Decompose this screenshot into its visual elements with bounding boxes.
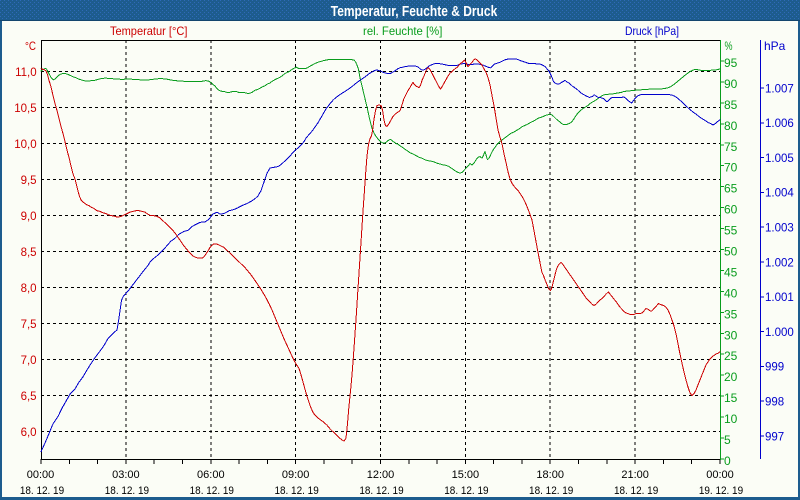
svg-text:9,5: 9,5	[21, 175, 37, 187]
svg-text:0: 0	[724, 454, 731, 468]
svg-text:°C: °C	[25, 39, 36, 53]
svg-text:95: 95	[724, 56, 738, 70]
svg-text:6,0: 6,0	[21, 427, 37, 439]
svg-text:7,0: 7,0	[21, 355, 37, 367]
svg-text:10,0: 10,0	[14, 139, 36, 151]
svg-text:1.002: 1.002	[765, 257, 794, 269]
svg-text:70: 70	[724, 161, 738, 175]
svg-text:1.006: 1.006	[765, 118, 794, 130]
svg-text:Temperatur, Feuchte & Druck: Temperatur, Feuchte & Druck	[331, 3, 498, 20]
svg-text:997: 997	[765, 431, 784, 443]
svg-text:hPa: hPa	[764, 39, 786, 53]
svg-text:9,0: 9,0	[21, 211, 37, 223]
svg-text:1.007: 1.007	[765, 83, 794, 95]
svg-text:18. 12. 19: 18. 12. 19	[190, 485, 234, 497]
svg-text:85: 85	[724, 98, 738, 112]
svg-text:7,5: 7,5	[21, 319, 37, 331]
svg-text:20: 20	[724, 370, 738, 384]
svg-text:8,0: 8,0	[21, 283, 37, 295]
svg-text:00:00: 00:00	[27, 469, 55, 481]
svg-text:6,5: 6,5	[21, 391, 37, 403]
svg-text:80: 80	[724, 119, 738, 133]
svg-text:35: 35	[724, 307, 738, 321]
svg-text:rel. Feuchte [%]: rel. Feuchte [%]	[363, 24, 442, 38]
svg-text:999: 999	[765, 362, 784, 374]
svg-text:65: 65	[724, 182, 738, 196]
svg-text:45: 45	[724, 265, 738, 279]
svg-text:18. 12. 19: 18. 12. 19	[20, 485, 64, 497]
svg-text:25: 25	[724, 349, 738, 363]
svg-text:18. 12. 19: 18. 12. 19	[359, 485, 403, 497]
svg-text:03:00: 03:00	[112, 469, 140, 481]
svg-text:15:00: 15:00	[452, 469, 480, 481]
svg-text:8,5: 8,5	[21, 247, 37, 259]
svg-text:11,0: 11,0	[15, 67, 37, 79]
svg-text:10,5: 10,5	[14, 103, 36, 115]
svg-text:5: 5	[724, 433, 731, 447]
svg-text:1.001: 1.001	[765, 292, 794, 304]
svg-text:18. 12. 19: 18. 12. 19	[105, 485, 149, 497]
svg-text:06:00: 06:00	[197, 469, 225, 481]
svg-text:10: 10	[724, 412, 738, 426]
svg-text:19. 12. 19: 19. 12. 19	[699, 485, 743, 497]
svg-text:1.003: 1.003	[765, 223, 794, 235]
svg-text:18:00: 18:00	[536, 469, 564, 481]
svg-text:18. 12. 19: 18. 12. 19	[529, 485, 573, 497]
svg-text:1.004: 1.004	[765, 188, 794, 200]
svg-text:1.005: 1.005	[765, 153, 794, 165]
svg-text:50: 50	[724, 245, 738, 259]
svg-text:00:00: 00:00	[706, 469, 734, 481]
svg-text:15: 15	[724, 391, 738, 405]
svg-text:30: 30	[724, 328, 738, 342]
svg-text:60: 60	[724, 203, 738, 217]
svg-text:75: 75	[724, 140, 738, 154]
svg-text:18. 12. 19: 18. 12. 19	[614, 485, 658, 497]
svg-text:90: 90	[724, 77, 738, 91]
svg-text:Druck [hPa]: Druck [hPa]	[625, 24, 679, 38]
svg-text:998: 998	[765, 397, 784, 409]
svg-text:1.000: 1.000	[765, 327, 794, 339]
svg-text:Temperatur [°C]: Temperatur [°C]	[110, 24, 188, 38]
svg-text:21:00: 21:00	[621, 469, 649, 481]
svg-text:%: %	[725, 39, 733, 53]
svg-text:18. 12. 19: 18. 12. 19	[444, 485, 488, 497]
svg-text:55: 55	[724, 224, 738, 238]
svg-text:18. 12. 19: 18. 12. 19	[274, 485, 318, 497]
svg-text:09:00: 09:00	[282, 469, 310, 481]
svg-text:12:00: 12:00	[367, 469, 395, 481]
svg-text:40: 40	[724, 286, 738, 300]
